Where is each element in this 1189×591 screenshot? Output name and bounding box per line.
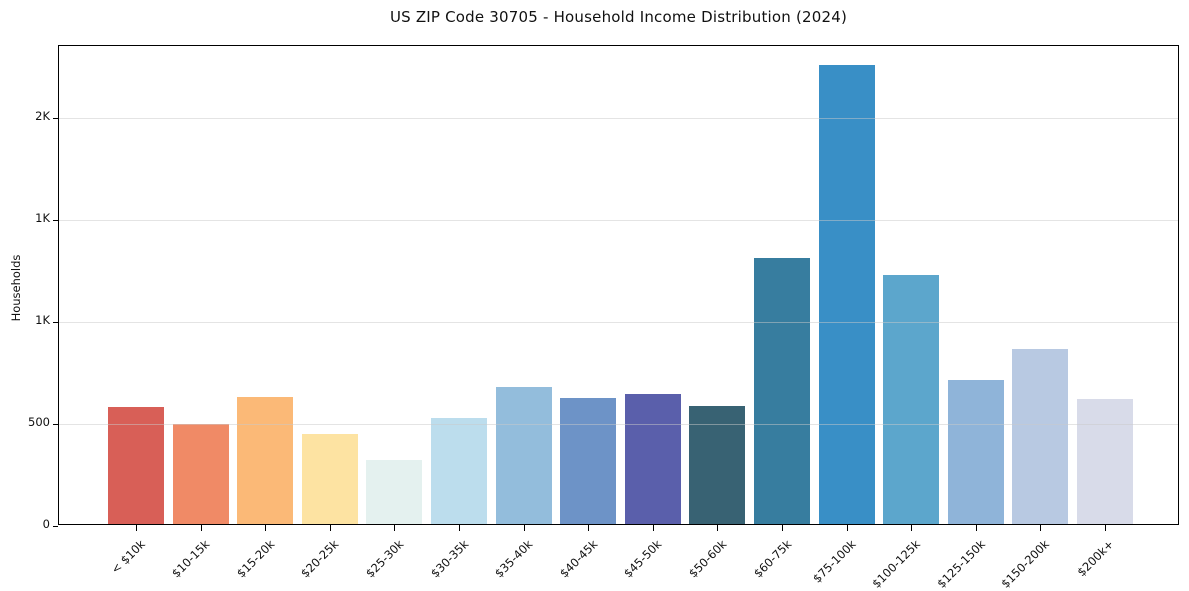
x-tick-label-wrap: $45-50k <box>0 533 664 580</box>
x-tick-label-wrap: $60-75k <box>0 533 793 580</box>
bar-10k <box>108 406 164 524</box>
bar-35-40k <box>495 387 552 524</box>
x-tick-label-wrap: $125-150k <box>0 533 988 591</box>
x-tick-label: $20-25k <box>298 537 342 581</box>
bar-60-75k <box>754 258 810 524</box>
x-tick <box>1040 525 1042 531</box>
x-tick <box>394 525 396 531</box>
x-tick <box>136 525 137 531</box>
bar-200k <box>1077 398 1133 524</box>
bar-45-50k <box>624 393 681 524</box>
x-tick <box>911 525 913 531</box>
y-tick <box>53 220 58 222</box>
bar-30-35k <box>431 418 487 524</box>
x-tick <box>782 525 783 531</box>
x-tick-label-wrap: $25-30k <box>0 533 406 580</box>
y-tick-label: 1K <box>35 211 50 226</box>
bar-100-125k <box>883 275 940 524</box>
x-tick-label-wrap: < $10k <box>0 533 148 577</box>
x-tick <box>523 525 525 531</box>
x-tick <box>975 525 977 531</box>
x-tick-label: $45-50k <box>621 537 665 581</box>
y-tick <box>53 118 58 120</box>
y-tick-label: 1K <box>35 313 50 328</box>
bar-25-30k <box>366 459 423 524</box>
bar-50-60k <box>689 405 746 524</box>
x-tick-label-wrap: $35-40k <box>0 533 535 580</box>
x-tick <box>200 525 202 531</box>
x-tick-label-wrap: $50-60k <box>0 533 729 580</box>
x-tick-label: $50-60k <box>685 537 730 581</box>
x-tick <box>846 525 848 531</box>
gridline <box>59 322 1178 324</box>
x-tick-label: $100-125k <box>869 537 924 591</box>
x-tick-label: $75-100k <box>809 537 859 586</box>
x-tick-label-wrap: $20-25k <box>0 533 341 580</box>
gridline <box>59 118 1178 120</box>
x-tick-label-wrap: $15-20k <box>0 533 277 580</box>
x-tick-label: $35-40k <box>492 537 536 581</box>
bar-10-15k <box>172 424 229 524</box>
x-tick-label: $10-15k <box>169 537 213 581</box>
x-tick <box>652 525 654 531</box>
x-tick <box>1105 525 1106 531</box>
x-tick-label: $30-35k <box>427 537 471 581</box>
bar-40-45k <box>560 397 617 524</box>
y-tick-label: 2K <box>35 109 50 124</box>
bar-15-20k <box>237 396 294 524</box>
y-tick <box>53 424 58 426</box>
gridline <box>59 220 1178 222</box>
y-tick <box>53 322 58 324</box>
y-tick <box>53 526 58 527</box>
x-tick <box>265 525 267 531</box>
bar-150-200k <box>1012 348 1069 524</box>
plot-area <box>53 45 1179 531</box>
x-tick-label-wrap: $100-125k <box>0 533 923 591</box>
x-tick-label: $200k+ <box>1074 537 1117 580</box>
y-tick-label: 500 <box>28 415 50 430</box>
x-tick-label: $60-75k <box>750 537 794 581</box>
x-tick <box>459 525 460 531</box>
x-tick <box>717 525 719 531</box>
x-tick-label: $25-30k <box>362 537 407 581</box>
x-tick-label: $15-20k <box>233 537 278 581</box>
x-tick-label-wrap: $200k+ <box>0 533 1117 579</box>
x-tick-label: $150-200k <box>998 537 1053 591</box>
bar-125-150k <box>947 380 1004 524</box>
x-tick-label: $40-45k <box>556 537 601 581</box>
x-tick-label-wrap: $30-35k <box>0 533 470 580</box>
x-tick <box>329 525 331 531</box>
x-tick-label-wrap: $75-100k <box>0 533 859 586</box>
y-axis-label: Households <box>9 254 23 322</box>
bar-20-25k <box>301 434 358 524</box>
y-tick-label: 0 <box>42 517 50 531</box>
x-tick <box>588 525 590 531</box>
x-tick-label-wrap: $150-200k <box>0 533 1053 591</box>
x-tick-label-wrap: $40-45k <box>0 533 600 580</box>
chart-title: US ZIP Code 30705 - Household Income Dis… <box>389 8 848 26</box>
x-tick-label: $125-150k <box>933 537 988 591</box>
bar-75-100k <box>818 65 875 524</box>
x-tick-label: < $10k <box>108 537 148 577</box>
x-tick-label-wrap: $10-15k <box>0 533 212 580</box>
gridline <box>59 424 1178 426</box>
